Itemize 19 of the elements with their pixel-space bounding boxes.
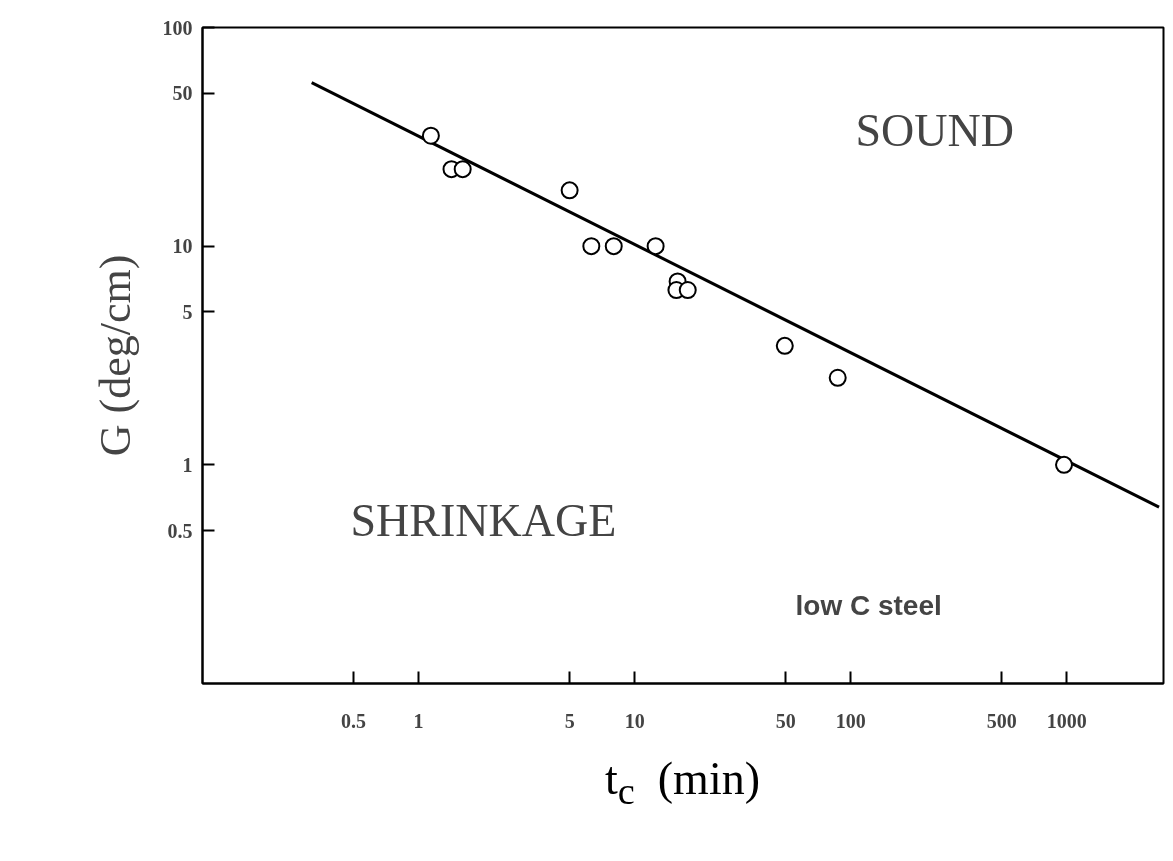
y-tick-label: 1 [182, 453, 193, 476]
y-tick-label: 10 [172, 235, 193, 258]
x-tick-label: 5 [564, 709, 575, 732]
x-tick-label: 1000 [1046, 709, 1087, 732]
x-tick-label: 1 [413, 709, 424, 732]
x-tick-label: 50 [775, 709, 796, 732]
x-tick-label: 10 [624, 709, 645, 732]
x-tick-label: 0.5 [341, 709, 367, 732]
x-axis-title: t$_{c}$ (min) [604, 752, 761, 815]
annotation: low C steel [795, 590, 942, 621]
annotation: SOUND [855, 105, 1014, 156]
y-tick-label: 50 [172, 82, 193, 105]
annotation: SHRINKAGE [350, 495, 617, 546]
y-tick-label: 0.5 [167, 519, 193, 542]
y-tick-label: 100 [162, 16, 193, 39]
y-tick-label: 5 [182, 300, 193, 323]
y-axis-title: G (deg/cm) [90, 254, 140, 457]
x-tick-label: 100 [835, 709, 866, 732]
x-tick-label: 500 [986, 709, 1017, 732]
